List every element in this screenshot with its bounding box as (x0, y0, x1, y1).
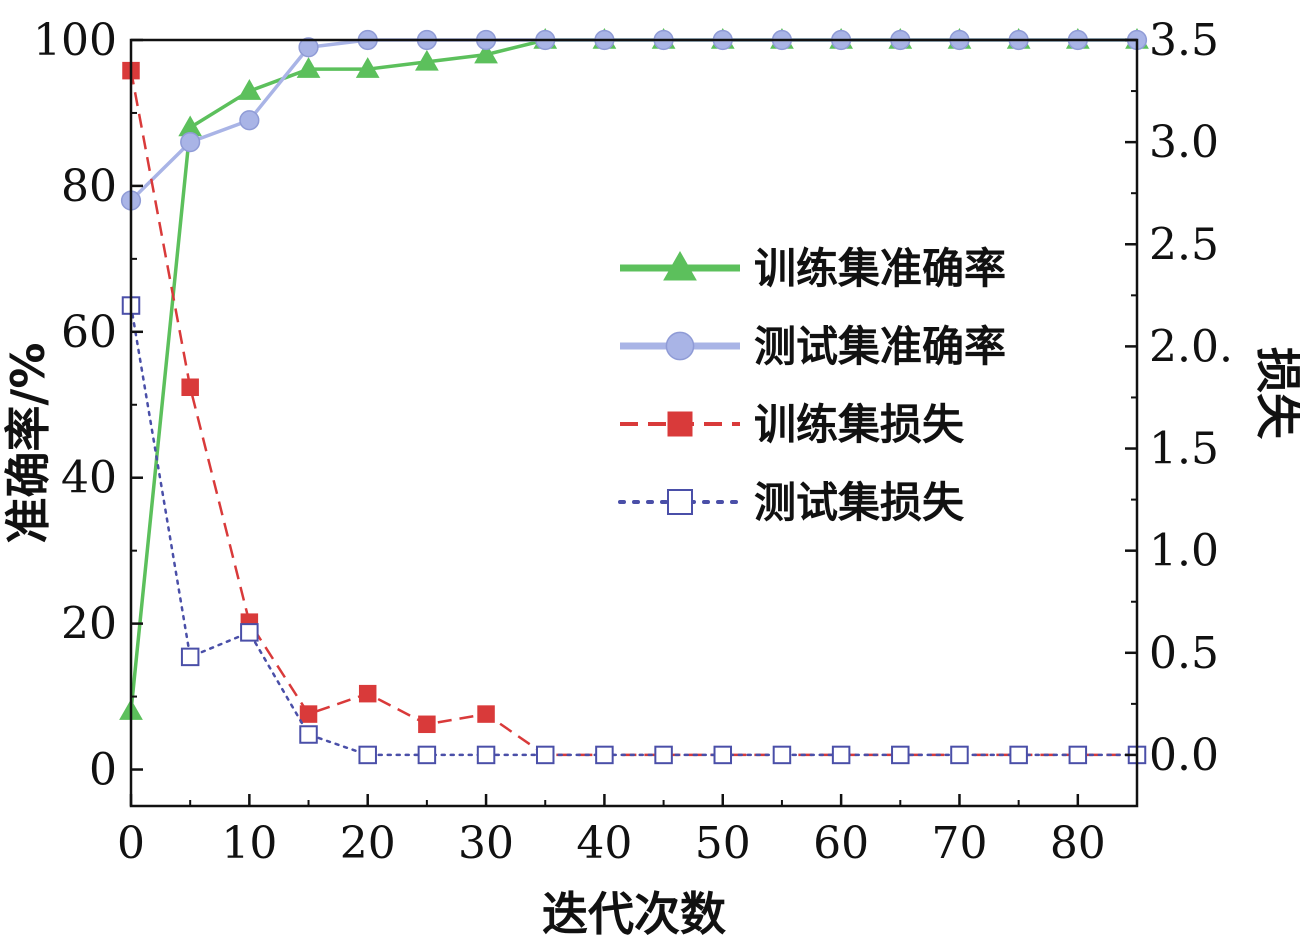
data-point (772, 745, 792, 765)
legend-label: 训练集准确率 (754, 244, 1006, 293)
data-point (180, 132, 201, 153)
x-tick-label: 70 (931, 818, 987, 869)
x-tick-label: 50 (695, 818, 751, 869)
legend-label: 测试集损失 (754, 478, 965, 527)
y2-tick-label: 0.5 (1149, 628, 1219, 679)
data-point (595, 745, 614, 765)
y-tick-label: 100 (33, 15, 117, 66)
x-tick-label: 30 (458, 818, 514, 869)
data-point (181, 378, 199, 397)
data-point (240, 623, 259, 642)
legend-marker (667, 489, 693, 515)
series-4 (121, 296, 1147, 765)
y-tick-label: 20 (61, 599, 117, 650)
x-axis-title: 迭代次数 (542, 887, 726, 937)
y2-tick-label: 2.0. (1149, 321, 1233, 372)
legend-entry: 训练集损失 (620, 400, 965, 449)
y2-axis-title: 损失 (1251, 347, 1300, 440)
series-2 (120, 29, 1148, 211)
y-axis-title: 准确率/% (1, 343, 55, 544)
legend-entry: 测试集损失 (618, 478, 965, 527)
data-point (415, 49, 439, 71)
legend-marker (665, 331, 695, 361)
legend-label: 训练集损失 (754, 400, 965, 449)
y-tick-label: 60 (61, 307, 117, 358)
data-point (358, 745, 377, 765)
y2-tick-label: 0.0 (1149, 730, 1219, 781)
y-tick-label: 80 (61, 161, 117, 212)
x-tick-label: 80 (1050, 818, 1106, 869)
data-point (180, 647, 200, 667)
data-point (358, 684, 377, 703)
data-point (299, 705, 318, 723)
data-point (535, 745, 555, 765)
y2-tick-label: 2.5 (1149, 219, 1219, 270)
data-point (950, 745, 969, 765)
series-line (129, 304, 1139, 757)
y-tick-label: 0 (89, 745, 117, 796)
x-tick-label: 10 (221, 818, 277, 869)
data-point (296, 57, 321, 78)
x-tick-label: 0 (117, 818, 145, 869)
data-point (1068, 745, 1088, 765)
series-line (129, 38, 1137, 712)
data-point (417, 745, 437, 765)
x-tick-label: 20 (340, 818, 396, 869)
legend-entry: 训练集准确率 (620, 244, 1006, 293)
data-point (831, 745, 851, 765)
data-point (476, 745, 496, 765)
legend-label: 测试集准确率 (754, 322, 1006, 371)
y-tick-label: 40 (61, 453, 117, 504)
data-point (418, 715, 436, 734)
data-point (1009, 745, 1028, 765)
x-tick-label: 60 (813, 818, 869, 869)
y2-tick-label: 3.5 (1149, 15, 1219, 66)
x-tick-label: 40 (576, 818, 632, 869)
y2-tick-label: 3.0 (1149, 117, 1219, 168)
legend-marker (667, 411, 693, 437)
data-point (237, 79, 262, 100)
legend-marker (663, 250, 697, 281)
data-point (474, 42, 498, 64)
series-3 (122, 61, 1146, 764)
data-point (477, 705, 495, 723)
data-point (298, 37, 319, 58)
data-point (713, 745, 733, 765)
data-point (891, 745, 910, 765)
plot-frame (129, 38, 1139, 808)
series-line (129, 70, 1137, 757)
series-line (129, 38, 1137, 202)
legend-entry: 测试集准确率 (620, 322, 1006, 371)
data-point (239, 110, 260, 131)
data-point (299, 725, 318, 744)
data-point (654, 745, 673, 765)
y2-tick-label: 1.5 (1149, 424, 1219, 475)
data-point (355, 57, 380, 78)
y2-tick-label: 1.0 (1149, 526, 1219, 577)
series-1 (119, 27, 1149, 720)
